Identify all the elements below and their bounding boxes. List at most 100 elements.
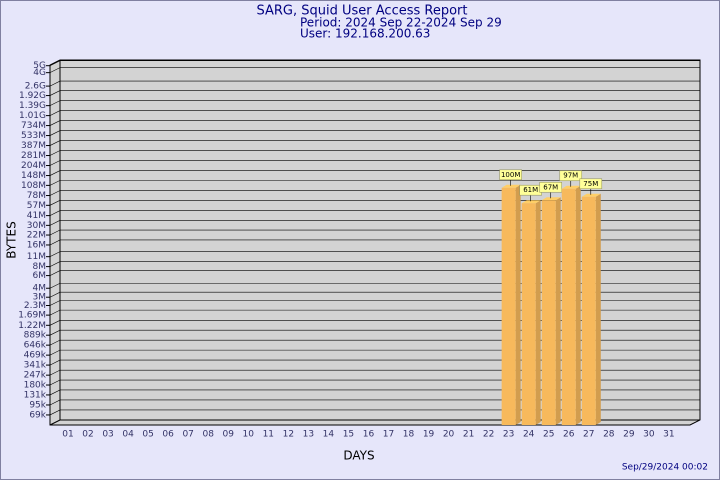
chart-subtitle: User: 192.168.200.63 [300, 27, 430, 41]
y-tick-label: 889k [24, 331, 47, 341]
chart-title: SARG, Squid User Access Report [257, 4, 468, 19]
x-tick-label: 12 [283, 430, 294, 440]
y-tick-label: 16M [27, 240, 46, 250]
x-tick-label: 14 [323, 430, 335, 440]
x-tick-label: 30 [643, 430, 655, 440]
y-tick-label: 2.3M [24, 301, 46, 311]
x-tick-label: 07 [182, 430, 193, 440]
y-tick-label: 5G [33, 61, 46, 71]
x-tick-label: 21 [463, 430, 474, 440]
grid-line [49, 291, 700, 298]
bar [521, 203, 536, 425]
x-tick-label: 08 [202, 430, 214, 440]
label-box [539, 181, 563, 193]
bar-top [501, 184, 521, 188]
bar [541, 200, 556, 425]
x-tick-label: 29 [623, 430, 635, 440]
y-tick-label: 41M [27, 211, 46, 221]
x-tick-label: 11 [263, 430, 274, 440]
y-tick-label: 6M [33, 271, 47, 281]
y-tick-label: 1.01G [19, 111, 46, 121]
grid-line [49, 261, 700, 267]
grid-line [49, 300, 700, 306]
y-tick-label: 734M [21, 121, 46, 131]
y-tick-label: 57M [27, 201, 46, 211]
grid-line [49, 389, 700, 396]
x-tick-label: 06 [162, 430, 174, 440]
grid-line [49, 170, 700, 176]
grid-line [49, 282, 700, 289]
bar-side [555, 197, 561, 425]
x-axis-label: DAYS [343, 449, 374, 463]
grid-line [49, 180, 700, 186]
x-tick-label: 01 [62, 430, 73, 440]
x-tick-label: 24 [523, 430, 535, 440]
y-tick-label: 4G [33, 68, 46, 78]
y-tick-label: 95k [29, 400, 46, 410]
grid-line [49, 399, 700, 406]
x-tick-label: 25 [543, 430, 554, 440]
x-tick-label: 15 [343, 430, 354, 440]
grid-line [49, 239, 700, 246]
grid-line [49, 120, 700, 126]
axis-corner [49, 419, 61, 426]
grid-line [49, 369, 700, 376]
y-tick-label: 341k [24, 361, 47, 371]
y-tick-label: 22M [27, 231, 46, 241]
bar-top [541, 197, 561, 201]
x-tick-label: 05 [142, 430, 153, 440]
x-tick-label: 03 [102, 430, 113, 440]
label-box [499, 169, 522, 181]
grid-line [49, 319, 700, 326]
grid-line [49, 100, 700, 106]
x-tick-label: 13 [303, 430, 314, 440]
value-label: 97M [563, 172, 578, 180]
y-tick-label: 11M [27, 252, 46, 262]
grid-line [49, 270, 700, 276]
grid-line [49, 229, 700, 236]
y-tick-label: 148M [21, 171, 46, 181]
grid-line [49, 150, 700, 156]
chart-subtitle: Period: 2024 Sep 22-2024 Sep 29 [300, 16, 502, 30]
grid-line [49, 67, 700, 73]
value-label: 61M [523, 186, 538, 194]
grid-line [49, 329, 700, 336]
bar-side [575, 185, 581, 425]
y-tick-label: 281M [21, 151, 46, 161]
grid-line [49, 90, 700, 96]
y-tick-label: 533M [21, 131, 46, 141]
y-tick-label: 1.39G [19, 101, 46, 111]
y-tick-label: 3M [33, 293, 47, 303]
x-tick-label: 19 [423, 430, 435, 440]
grid-line [49, 379, 700, 386]
grid-line [49, 200, 700, 206]
grid-line [49, 190, 700, 196]
y-tick-label: 1.22M [18, 321, 46, 331]
value-label: 67M [543, 183, 558, 191]
bar-side [515, 184, 521, 425]
x-tick-label: 27 [583, 430, 594, 440]
x-tick-label: 28 [603, 430, 615, 440]
y-tick-label: 646k [24, 341, 47, 351]
y-axis-label: BYTES [5, 221, 19, 258]
grid-line [49, 409, 700, 416]
y-tick-label: 247k [24, 371, 47, 381]
grid-line [49, 160, 700, 166]
bar [501, 187, 516, 425]
footer: Sep/29/2024 00:02 [622, 463, 708, 473]
grid-line [49, 210, 700, 216]
y-tick-label: 1.69M [18, 311, 46, 321]
grid-line [49, 349, 700, 356]
y-tick-label: 131k [24, 390, 47, 400]
x-tick-label: 17 [383, 430, 394, 440]
grid-line [49, 80, 700, 87]
value-label: 100M [501, 171, 520, 179]
x-tick-label: 22 [483, 430, 494, 440]
grid-line [49, 251, 700, 257]
y-tick-label: 4M [33, 284, 47, 294]
x-tick-label: 18 [403, 430, 415, 440]
x-tick-label: 02 [82, 430, 93, 440]
grid-line [49, 309, 700, 316]
grid-line [49, 130, 700, 136]
